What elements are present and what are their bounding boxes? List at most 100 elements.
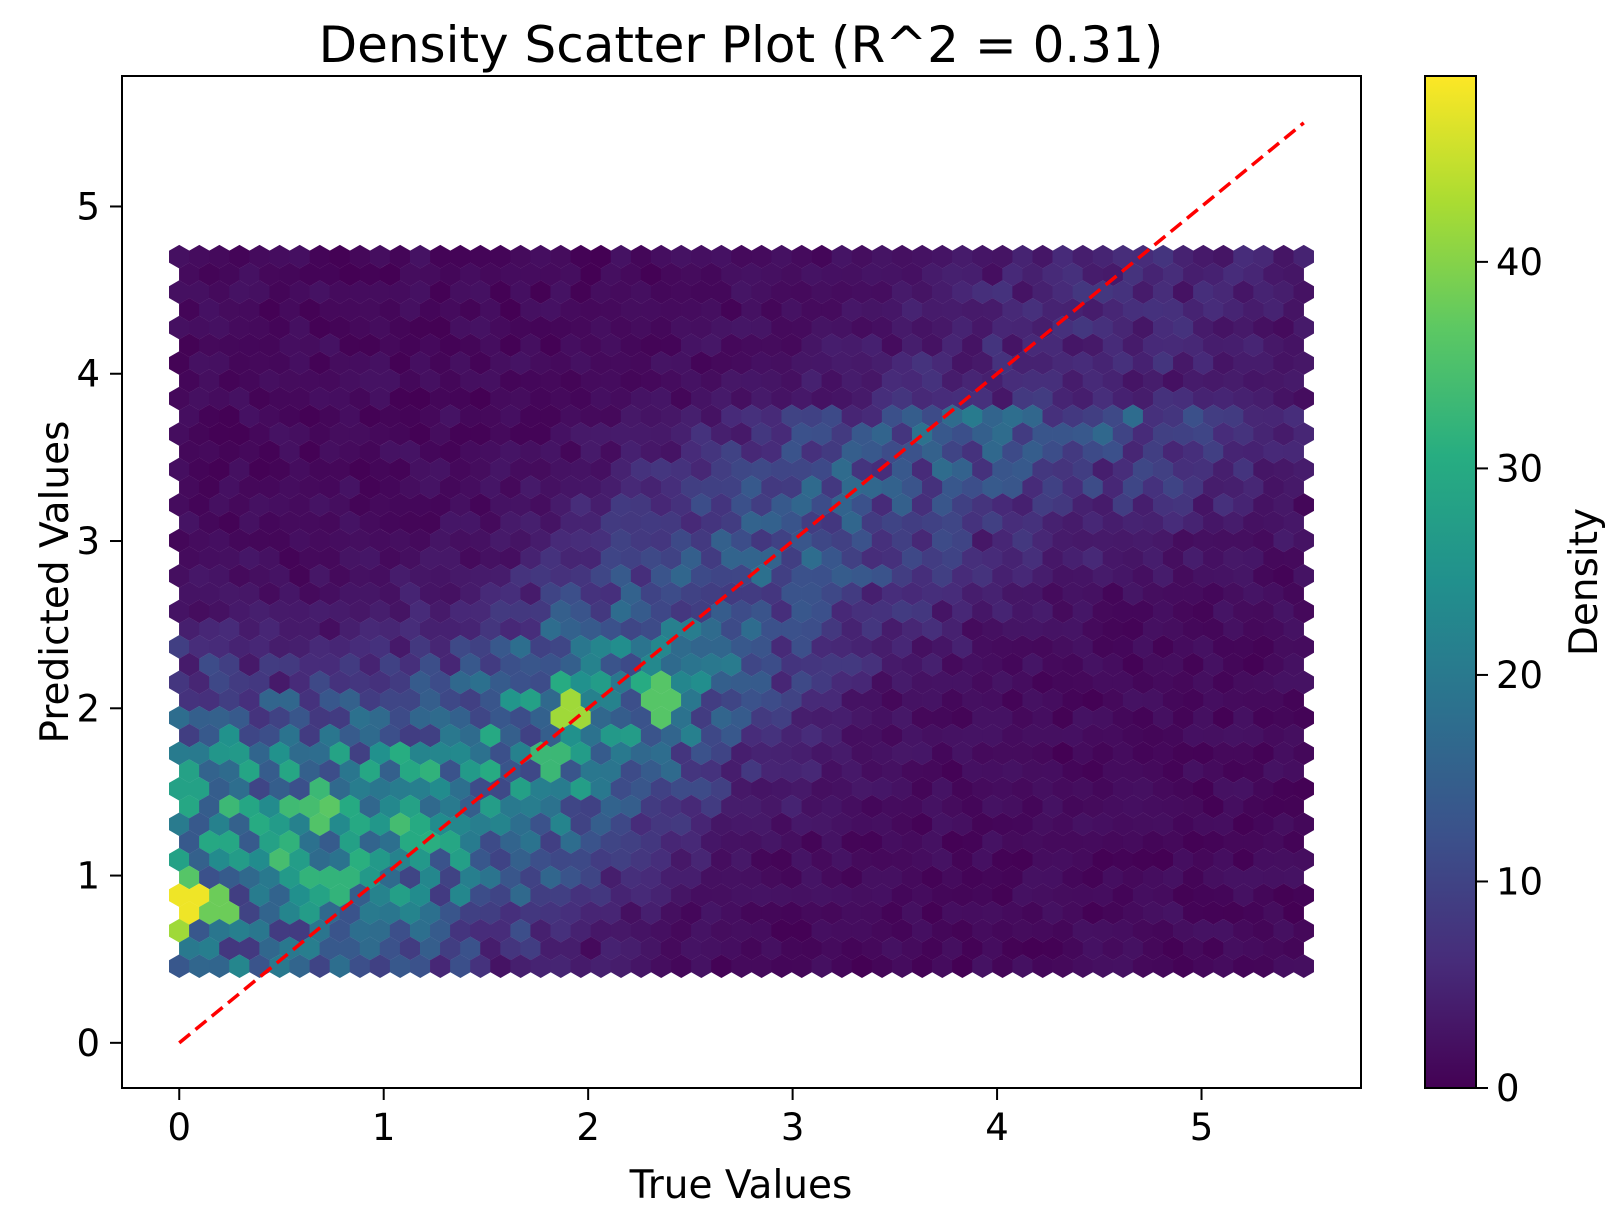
hexbin-cell <box>540 333 561 358</box>
hexbin-cell <box>891 918 913 943</box>
hexbin-cell <box>1142 475 1164 500</box>
hexbin-cell <box>349 528 371 553</box>
hexbin-cell <box>179 865 200 890</box>
hexbin-cell <box>1203 759 1224 783</box>
hexbin-cell <box>409 918 431 943</box>
hexbin-cell <box>801 688 823 712</box>
hexbin-cell <box>259 830 280 854</box>
hexbin-cell <box>901 617 923 641</box>
hexbin-cell <box>249 528 270 553</box>
hexbin-cell <box>560 546 582 571</box>
hexbin-cell <box>299 546 321 571</box>
hexbin-cell <box>751 351 772 375</box>
hexbin-cell <box>1032 776 1053 801</box>
hexbin-cell <box>1092 244 1114 269</box>
hexbin-cell <box>379 369 401 393</box>
hexbin-cell <box>620 546 642 571</box>
hexbin-cell <box>1022 581 1043 606</box>
hexbin-cell <box>440 723 461 748</box>
hexbin-cell <box>610 635 632 659</box>
hexbin-cell <box>952 635 973 659</box>
hexbin-cell <box>861 298 883 322</box>
hexbin-cell <box>209 493 230 517</box>
hexbin-cell <box>1193 812 1214 837</box>
hexbin-cell <box>841 333 863 358</box>
hexbin-cell <box>440 865 461 890</box>
hexbin-cell <box>450 493 471 517</box>
hexbin-cell <box>1102 404 1124 429</box>
hexbin-cell <box>1293 812 1314 837</box>
hexbin-cell <box>1213 351 1234 375</box>
hexbin-cell <box>269 280 290 304</box>
x-tick-label: 3 <box>781 1106 805 1149</box>
hexbin-cell <box>691 670 712 695</box>
hexbin-cell <box>851 422 873 446</box>
hexbin-cell <box>1002 617 1023 641</box>
hexbin-cell <box>942 510 963 535</box>
hexbin-cell <box>1162 688 1184 712</box>
hexbin-cell <box>580 369 602 393</box>
hexbin-cell <box>1082 901 1104 925</box>
hexbin-cell <box>1132 493 1154 517</box>
hexbin-cell <box>620 475 642 500</box>
hexbin-cell <box>249 244 270 269</box>
hexbin-cell <box>791 386 812 411</box>
hexbin-cell <box>1223 652 1244 677</box>
hexbin-cell <box>982 333 1003 358</box>
hexbin-cell <box>781 475 802 500</box>
hexbin-cell <box>430 386 451 411</box>
hexbin-cell <box>1243 546 1264 571</box>
hexbin-cell <box>831 954 853 978</box>
hexbin-cell <box>1183 510 1204 535</box>
hexbin-cell <box>540 439 561 464</box>
hexbin-cell <box>510 635 531 659</box>
hexbin-cell <box>650 883 672 908</box>
hexbin-cell <box>359 333 381 358</box>
hexbin-cell <box>319 688 341 712</box>
hexbin-cell <box>1183 581 1204 606</box>
hexbin-cell <box>1273 706 1294 730</box>
hexbin-cell <box>761 404 782 429</box>
hexbin-cell <box>881 759 903 783</box>
hexbin-cell <box>430 493 451 517</box>
hexbin-cell <box>329 422 351 446</box>
hexbin-cell <box>711 883 732 908</box>
hexbin-cell <box>881 723 903 748</box>
hexbin-cell <box>550 280 572 304</box>
hexbin-cell <box>179 546 200 571</box>
colorbar-tick-label: 40 <box>1496 241 1543 284</box>
hexbin-cell <box>1032 351 1053 375</box>
hexbin-cell <box>711 954 732 978</box>
hexbin-cell <box>389 706 411 730</box>
hexbin-cell <box>189 351 210 375</box>
hexbin-cell <box>922 652 943 677</box>
hexbin-cell <box>1002 794 1023 819</box>
hexbin-cell <box>911 776 933 801</box>
hexbin-cell <box>1112 386 1134 411</box>
hexbin-cell <box>560 865 582 890</box>
hexbin-cell <box>1193 741 1214 766</box>
hexbin-cell <box>510 918 531 943</box>
hexbin-cell <box>1263 262 1284 287</box>
hexbin-cell <box>901 936 923 961</box>
hexbin-cell <box>1213 954 1234 978</box>
hexbin-cell <box>681 723 702 748</box>
hexbin-cell <box>580 546 602 571</box>
hexbin-cell <box>671 315 692 340</box>
hexbin-cell <box>701 298 722 322</box>
hexbin-cell <box>329 635 351 659</box>
hexbin-cell <box>1152 280 1174 304</box>
hexbin-cell <box>530 847 551 872</box>
hexbin-cell <box>1042 510 1063 535</box>
hexbin-cell <box>369 244 391 269</box>
hexbin-cell <box>199 830 220 854</box>
hexbin-cell <box>650 351 672 375</box>
hexbin-cell <box>179 369 200 393</box>
hexbin-cell <box>420 510 441 535</box>
hexbin-cell <box>701 865 722 890</box>
hexbin-cell <box>1112 599 1134 624</box>
hexbin-cell <box>1293 244 1314 269</box>
hexbin-cell <box>1243 865 1264 890</box>
hexbin-cell <box>550 564 572 588</box>
hexbin-cell <box>731 635 752 659</box>
